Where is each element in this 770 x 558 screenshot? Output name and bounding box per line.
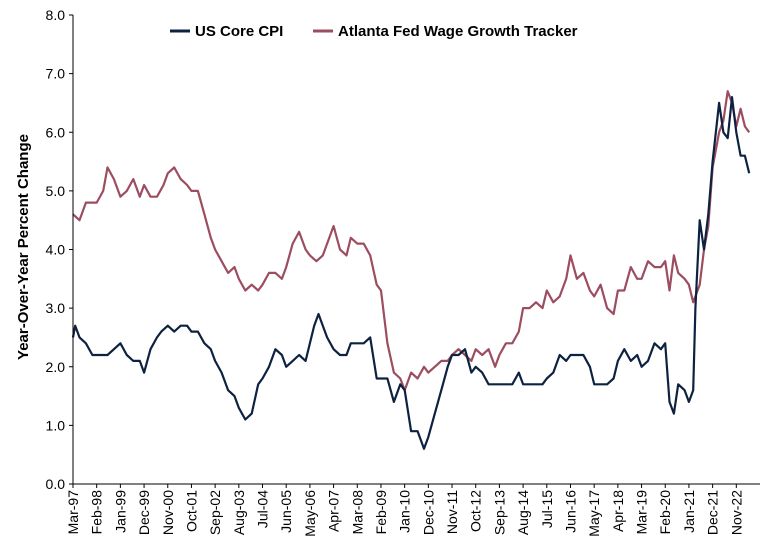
chart-legend: US Core CPI Atlanta Fed Wage Growth Track… bbox=[170, 23, 578, 40]
y-axis-label: Year-Over-Year Percent Change bbox=[15, 134, 32, 360]
x-tick-label: Jul-04 bbox=[255, 490, 271, 528]
y-tick-label: 3.0 bbox=[46, 300, 66, 316]
x-tick-label: Mar-97 bbox=[65, 490, 81, 535]
series-lines bbox=[71, 90, 751, 450]
axes bbox=[72, 15, 760, 485]
y-tick-label: 6.0 bbox=[46, 124, 66, 140]
x-tick-label: Dec-10 bbox=[420, 490, 436, 535]
x-tick-label: Sep-13 bbox=[491, 490, 507, 535]
y-tick-label: 1.0 bbox=[46, 417, 66, 433]
x-tick-label: Aug-03 bbox=[231, 490, 247, 535]
y-tick-label: 5.0 bbox=[46, 183, 66, 199]
y-tick-label: 7.0 bbox=[46, 66, 66, 82]
y-tick-label: 0.0 bbox=[46, 476, 66, 492]
x-tick-label: May-06 bbox=[302, 490, 318, 537]
x-tick-label: Dec-21 bbox=[705, 490, 721, 535]
x-tick-label: Dec-99 bbox=[136, 490, 152, 535]
x-tick-label: Aug-14 bbox=[515, 490, 531, 535]
x-tick-label: Nov-11 bbox=[444, 490, 460, 534]
x-tick-label: Feb-09 bbox=[373, 490, 389, 535]
x-tick-label: Oct-12 bbox=[468, 490, 484, 532]
legend-label: US Core CPI bbox=[195, 23, 283, 40]
legend-label: Atlanta Fed Wage Growth Tracker bbox=[338, 23, 578, 40]
x-tick-label: Mar-08 bbox=[349, 490, 365, 535]
x-tick-label: May-17 bbox=[586, 490, 602, 537]
y-tick-label: 4.0 bbox=[46, 242, 66, 258]
series-line-us-core-cpi bbox=[71, 96, 751, 450]
x-tick-label: Jun-16 bbox=[562, 490, 578, 533]
x-tick-label: Nov-22 bbox=[728, 490, 744, 535]
x-tick-label: Feb-20 bbox=[657, 490, 673, 535]
x-tick-label: Apr-18 bbox=[610, 490, 626, 532]
x-tick-label: Nov-00 bbox=[160, 490, 176, 535]
x-tick-label: Apr-07 bbox=[326, 490, 342, 532]
x-tick-label: Jan-99 bbox=[112, 490, 128, 533]
series-line-atlanta-fed-wage-growth-tracker bbox=[72, 90, 751, 392]
x-tick-label: Jan-21 bbox=[681, 490, 697, 533]
x-tick-label: Oct-01 bbox=[183, 490, 199, 532]
x-tick-label: Jan-10 bbox=[397, 490, 413, 533]
y-axis-ticks: 0.0 1.0 2.0 3.0 4.0 5.0 6.0 7.0 8.0 bbox=[46, 7, 73, 492]
y-axis-label-group: Year-Over-Year Percent Change bbox=[15, 134, 32, 360]
x-tick-label: Sep-02 bbox=[207, 490, 223, 535]
x-tick-label: Jul-15 bbox=[539, 490, 555, 528]
x-axis-ticks: Mar-97 Feb-98 Jan-99 Dec-99 Nov-00 Oct-01 Sep-… bbox=[65, 484, 744, 537]
x-tick-label: Feb-98 bbox=[89, 490, 105, 535]
y-tick-label: 2.0 bbox=[46, 359, 66, 375]
x-tick-label: Jun-05 bbox=[278, 490, 294, 533]
x-tick-label: Mar-19 bbox=[634, 490, 650, 535]
y-tick-label: 8.0 bbox=[46, 7, 66, 23]
